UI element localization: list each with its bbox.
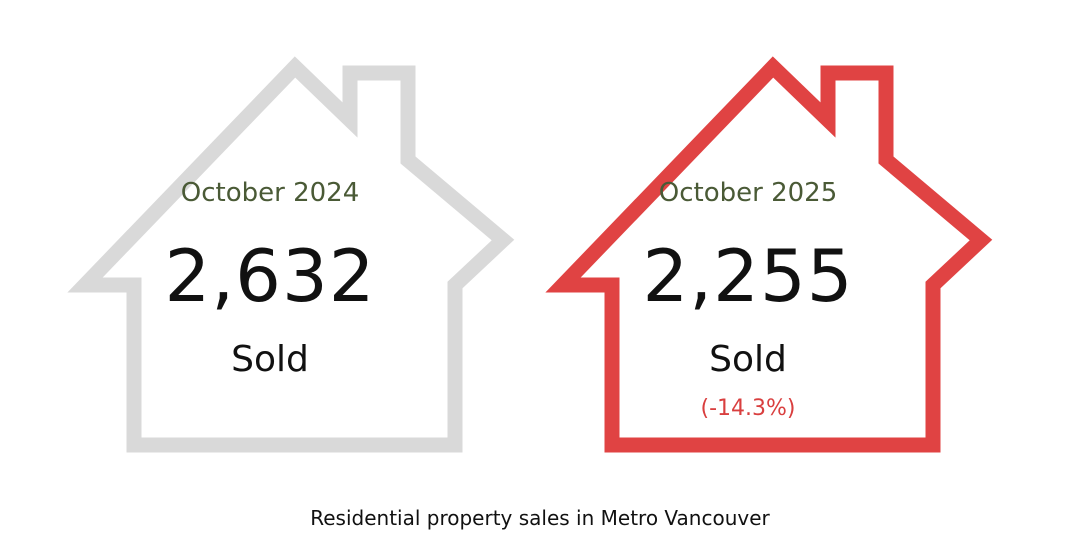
house-outline-icon (545, 56, 993, 453)
house-card-previous: October 2024 2,632 Sold (0, 0, 540, 480)
month-label: October 2024 (180, 178, 360, 208)
sold-label: Sold (709, 339, 787, 380)
caption: Residential property sales in Metro Vanc… (310, 506, 770, 530)
house-card-current: October 2025 2,255 Sold (-14.3%) (478, 0, 1018, 480)
sold-label: Sold (231, 339, 309, 380)
sold-count: 2,632 (164, 234, 376, 318)
percent-change: (-14.3%) (700, 396, 796, 421)
sold-count: 2,255 (642, 234, 854, 318)
month-label: October 2025 (658, 178, 838, 208)
house-outline-icon (67, 56, 515, 453)
